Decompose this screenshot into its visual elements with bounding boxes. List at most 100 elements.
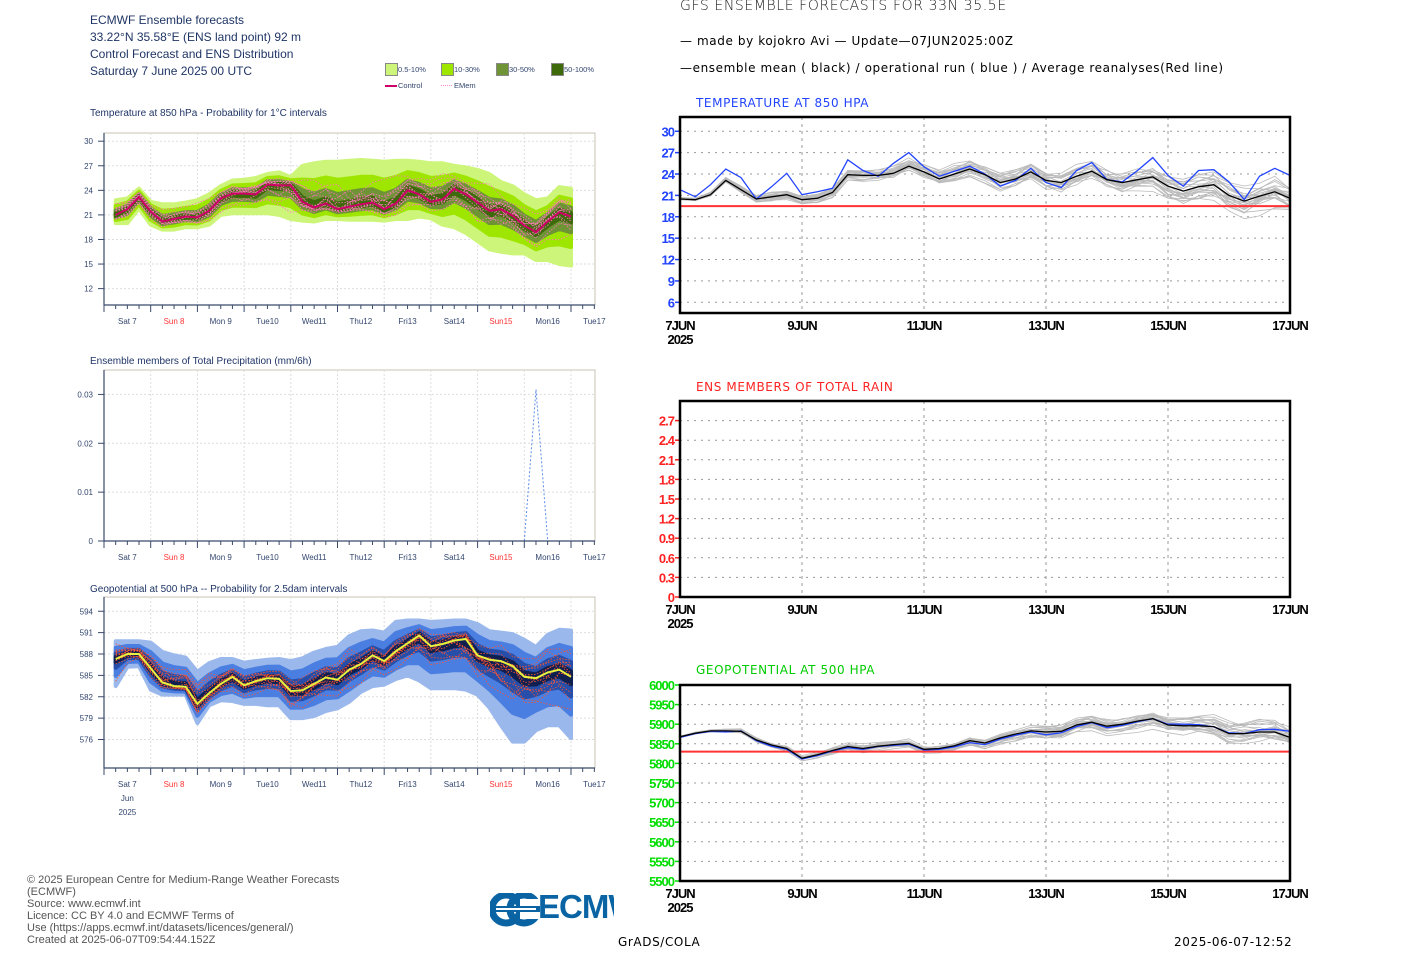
ensemble-member-line [115,637,572,704]
y-tick-label: 588 [80,650,94,659]
footer-copyright: © 2025 European Centre for Medium-Range … [27,874,340,886]
ensemble-member-line [115,180,572,225]
y-tick-label: 15 [84,260,93,269]
x-tick-label: Tue10 [256,780,279,789]
y-tick-label: 0.01 [77,488,93,497]
x-tick-label: Fri13 [398,780,417,789]
control-line [115,183,572,234]
ensemble-member-line [679,728,1291,759]
y-tick-label: 0.3 [659,570,675,585]
x-tick-label: 7JUN [665,602,695,617]
x-tick-label: 15JUN [1150,886,1186,901]
footer-licence: Licence: CC BY 4.0 and ECMWF Terms of [27,910,234,922]
legend-label-1: 10-30% [454,65,480,74]
x-tick-label: 11JUN [907,318,942,333]
x-tick-label: 13JUN [1028,602,1064,617]
y-tick-label: 5750 [649,776,675,791]
y-tick-label: 5500 [649,874,675,889]
y-tick-label: 5700 [649,796,675,811]
x-tick-label: Tue17 [583,553,606,562]
x-tick-label: 11JUN [907,886,942,901]
ensemble-member-line [115,633,572,710]
ensemble-member-line [115,628,572,709]
x-tick-label: Sat14 [444,553,465,562]
y-tick-label: 594 [80,607,94,616]
ensemble-member-line [115,634,572,708]
x-tick-label: Sun15 [489,317,513,326]
x-tick-label: Wed11 [302,553,327,562]
ensemble-member-line [115,642,572,702]
ecmwf-logo: ECMWF [488,890,614,930]
y-tick-label: 0.03 [77,390,93,399]
plot-frame [678,683,1292,883]
y-tick-label: 5650 [649,815,675,830]
ecmwf-header-subtitle: Control Forecast and ENS Distribution [90,47,294,61]
ecmwf-logo-mark-icon [490,893,540,927]
ecmwf-header-location: 33.22°N 35.58°E (ENS land point) 92 m [90,30,302,44]
x-tick-label: 7JUN [665,318,695,333]
x-tick-label: 17JUN [1272,318,1308,333]
legend-control-label: Control [398,81,423,90]
x-tick-label: Sat 7 [118,780,137,789]
legend-swatch-3 [551,63,564,76]
x-tick-label: 11JUN [907,602,942,617]
x-tick-label: Fri13 [398,553,417,562]
x-tick-label: Sat 7 [118,553,137,562]
y-tick-label: 579 [80,714,94,723]
legend-swatch-2 [496,63,509,76]
x-sublabel: 2025 [118,808,136,817]
x-tick-label: 9JUN [787,318,817,333]
x-tick-label: Mon16 [535,780,560,789]
x-tick-label: Thu12 [350,317,373,326]
y-tick-label: 0.02 [77,439,93,448]
legend-control-line-icon [385,85,397,87]
y-tick-label: 15 [662,231,675,246]
x-year-label: 2025 [668,616,694,631]
y-tick-label: 5600 [649,835,675,850]
ensemble-mean-line [679,718,1291,759]
ensemble-member-line [679,165,1291,206]
ecmwf-precip-title: Ensemble members of Total Precipitation … [90,356,312,367]
x-tick-label: Sun 8 [164,553,185,562]
y-tick-label: 21 [84,211,93,220]
ensemble-member-line [115,641,572,715]
ensemble-member-line [679,160,1291,210]
control-line [115,634,572,706]
legend-emem-label: EMem [454,81,476,90]
ecmwf-logo-text: ECMWF [538,890,614,925]
ecmwf-chart-ec-precip [98,369,596,548]
y-tick-label: 2.1 [659,453,675,468]
x-tick-label: Sat14 [444,317,465,326]
x-sublabel: Jun [121,794,134,803]
footer-licence-url: Use (https://apps.ecmwf.int/datasets/lic… [27,922,294,934]
y-tick-label: 30 [84,137,93,146]
ecmwf-t850-title: Temperature at 850 hPa - Probability for… [90,108,327,119]
ensemble-member-line [680,164,1291,211]
gfs-credit-line: — made by kojokro Avi — Update—07JUN2025… [680,34,1014,48]
y-tick-label: 9 [668,274,675,289]
y-tick-label: 6 [668,295,675,310]
x-tick-label: Sun15 [489,780,513,789]
x-tick-label: Fri13 [398,317,417,326]
ecmwf-z500-title: Geopotential at 500 hPa -- Probability f… [90,584,348,595]
x-tick-label: Tue17 [583,317,606,326]
ensemble-member-line [115,179,572,226]
y-tick-label: 0 [89,537,94,546]
x-tick-label: 9JUN [787,886,817,901]
x-tick-label: 13JUN [1028,318,1064,333]
ensemble-member-line [679,715,1291,761]
plot-frame [678,399,1292,599]
ensemble-member-line [115,635,572,714]
x-tick-label: Sun 8 [164,780,185,789]
footer-source: Source: www.ecmwf.int [27,898,141,910]
y-tick-label: 27 [662,146,675,161]
gfs-title: GFS ENSEMBLE FORECASTS FOR 33N 35.5E [680,0,1007,14]
y-tick-label: 18 [84,235,93,244]
y-tick-label: 585 [80,671,94,680]
gfs-footer-grads: GrADS/COLA [618,935,701,949]
y-tick-label: 18 [662,210,675,225]
gfs-chart-gfs-z500 [675,683,1292,883]
ensemble-member-line [679,162,1291,220]
plot-frame [103,369,596,542]
